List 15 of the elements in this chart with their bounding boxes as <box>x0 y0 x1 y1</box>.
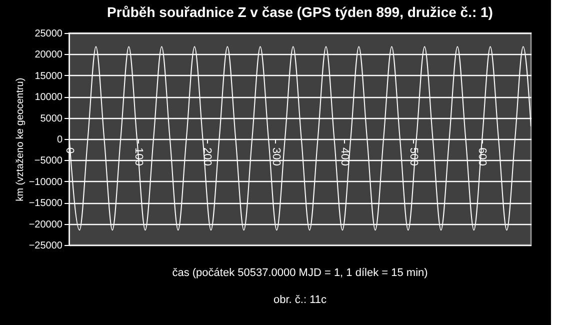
y-tick-label: 5000 <box>40 113 63 124</box>
text: obr. č.: 11c <box>274 294 327 306</box>
y-tick-label: 0 <box>56 134 63 146</box>
y-axis-title: km (vztaženo ke geocentru) <box>14 78 26 202</box>
y-tick-label: 20000 <box>34 50 63 61</box>
y-tick-label: −10000 <box>28 176 63 188</box>
y-tick-label: −15000 <box>28 198 63 210</box>
y-tick-label: 10000 <box>34 92 63 104</box>
y-tick-label: −25000 <box>28 240 63 252</box>
y-tick-label: −5000 <box>34 156 63 167</box>
x-axis-title: čas (počátek 50537.0000 MJD = 1, 1 dílek = 15 min) <box>172 267 428 279</box>
y-tick-label: −20000 <box>28 219 63 230</box>
y-tick-label: 25000 <box>34 28 63 40</box>
chart-title: Průběh souřadnice Z v čase (GPS týden 899, družice č.: 1) <box>107 4 493 20</box>
y-tick-label: 15000 <box>34 70 63 82</box>
